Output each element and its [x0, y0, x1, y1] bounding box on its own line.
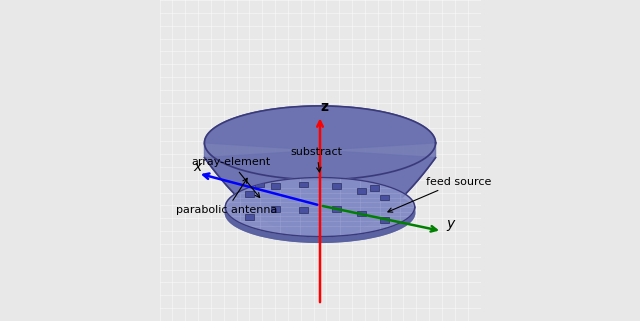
FancyBboxPatch shape [380, 195, 388, 200]
Text: feed source: feed source [388, 177, 492, 212]
FancyBboxPatch shape [380, 217, 388, 223]
FancyBboxPatch shape [300, 182, 308, 187]
Text: array-element: array-element [191, 157, 271, 197]
Text: y: y [447, 217, 455, 231]
Ellipse shape [204, 106, 436, 180]
FancyBboxPatch shape [271, 183, 280, 189]
FancyBboxPatch shape [357, 188, 366, 194]
FancyBboxPatch shape [370, 185, 379, 191]
FancyBboxPatch shape [300, 207, 308, 213]
FancyBboxPatch shape [245, 191, 254, 197]
FancyBboxPatch shape [332, 183, 340, 189]
Ellipse shape [225, 178, 415, 237]
FancyBboxPatch shape [255, 182, 264, 187]
FancyBboxPatch shape [332, 206, 340, 212]
Ellipse shape [225, 183, 415, 242]
Polygon shape [204, 106, 436, 238]
FancyBboxPatch shape [245, 214, 254, 220]
FancyBboxPatch shape [357, 211, 366, 216]
Text: parabolic antenna: parabolic antenna [175, 178, 277, 215]
Text: x: x [193, 160, 202, 174]
Polygon shape [204, 143, 436, 238]
Polygon shape [225, 207, 415, 242]
FancyBboxPatch shape [271, 206, 280, 212]
Text: z: z [321, 100, 329, 114]
Text: substract: substract [291, 147, 343, 172]
